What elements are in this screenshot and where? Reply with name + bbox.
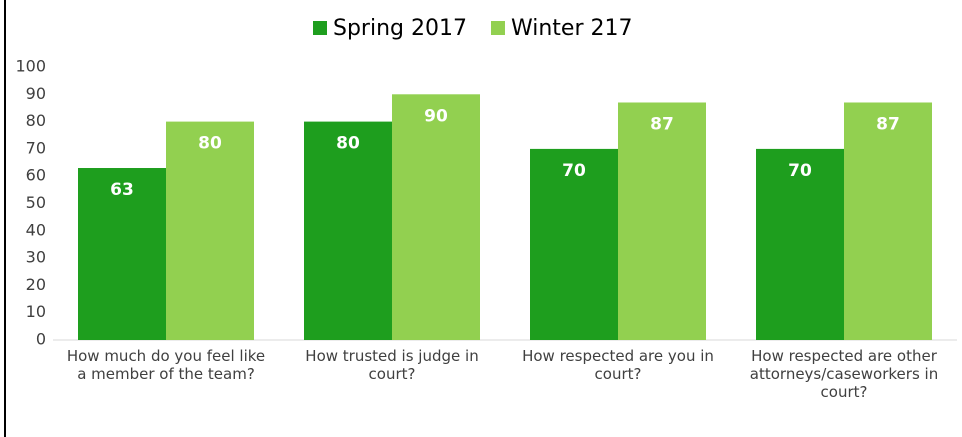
value-label: 90 [424, 106, 448, 126]
y-tick-label: 30 [26, 248, 46, 267]
y-tick-label: 60 [26, 166, 46, 185]
legend-swatch [490, 21, 505, 35]
x-tick-label-box: How respected are you in court? [522, 347, 714, 383]
y-tick-label: 0 [36, 330, 46, 349]
x-tick-label-box: How trusted is judge in court? [305, 347, 479, 383]
x-tick-label-box: How respected are other attorneys/casewo… [749, 347, 939, 401]
bar [78, 168, 166, 340]
legend-swatch [313, 21, 327, 35]
value-label: 80 [336, 134, 360, 154]
y-tick-label: 50 [26, 193, 46, 212]
y-tick-label: 80 [26, 111, 46, 130]
legend-label: Spring 2017 [333, 16, 467, 41]
x-tick-label-box: How much do you feel like a member of th… [66, 347, 266, 383]
x-tick-label: How trusted is judge in court? [305, 347, 479, 383]
x-tick-label: How respected are you in court? [522, 347, 714, 383]
y-tick-label: 70 [26, 138, 46, 157]
y-tick-label: 40 [26, 220, 46, 239]
bar [618, 102, 706, 341]
y-tick-label: 100 [15, 57, 46, 76]
x-tick-label: How respected are other attorneys/casewo… [749, 347, 939, 401]
bar [166, 121, 254, 340]
bar [392, 94, 480, 340]
y-tick-label: 90 [26, 84, 46, 103]
value-label: 63 [110, 180, 134, 200]
y-tick-label: 10 [26, 302, 46, 321]
bar [756, 148, 844, 340]
value-label: 80 [198, 134, 222, 154]
y-tick-label: 20 [26, 275, 46, 294]
value-label: 70 [562, 161, 586, 181]
value-label: 87 [650, 114, 674, 134]
x-tick-label: How much do you feel like a member of th… [66, 347, 266, 383]
value-label: 70 [788, 161, 812, 181]
bar [304, 121, 392, 340]
value-label: 87 [876, 114, 900, 134]
legend-label: Winter 217 [511, 16, 633, 41]
bar [844, 102, 932, 341]
bar [530, 148, 618, 340]
